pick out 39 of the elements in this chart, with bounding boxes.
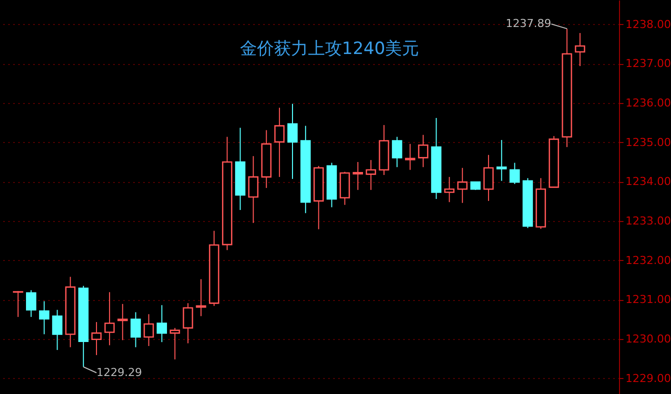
candlestick xyxy=(156,304,167,343)
annotation: 1237.89 xyxy=(506,16,552,30)
candlestick xyxy=(574,32,586,67)
y-tick-label: 1231.00 xyxy=(626,293,671,306)
candlestick xyxy=(510,162,520,185)
candlestick xyxy=(117,303,128,341)
candlestick xyxy=(404,143,416,170)
candlestick xyxy=(287,103,298,180)
candlestick xyxy=(26,290,36,318)
y-tick-label: 1233.00 xyxy=(626,214,671,228)
candlestick xyxy=(91,322,102,356)
candlestick xyxy=(130,312,141,348)
annotation: 1229.29 xyxy=(96,366,142,379)
y-tick-label: 1237.00 xyxy=(626,57,671,70)
candlestick xyxy=(392,136,402,168)
y-tick-label: 1232.00 xyxy=(626,254,671,267)
candlestick xyxy=(418,134,428,168)
text: 金价获力上攻1240美元 xyxy=(240,39,420,59)
candlestick xyxy=(352,162,364,190)
candlestick xyxy=(274,107,285,178)
candlestick xyxy=(182,302,194,344)
y-tick-label: 1235.00 xyxy=(626,136,671,149)
y-tick-label: 1230.00 xyxy=(626,332,671,346)
candlestick xyxy=(39,300,50,335)
y-tick-label: 1234.00 xyxy=(626,175,671,188)
candlestick xyxy=(170,327,180,360)
candlestick xyxy=(457,167,468,204)
y-tick-label: 1229.00 xyxy=(626,372,671,385)
candlestick xyxy=(496,139,507,182)
candlestick xyxy=(104,292,115,346)
y-tick-label: 1238.00 xyxy=(626,18,671,31)
candlestick xyxy=(144,314,154,347)
candlestick xyxy=(483,154,494,202)
candlestick xyxy=(444,176,454,203)
candlestick xyxy=(248,156,258,224)
candlestick xyxy=(12,290,24,318)
candlestick xyxy=(366,160,376,190)
y-tick-label: 1236.00 xyxy=(626,96,671,110)
candlestick xyxy=(52,309,62,350)
